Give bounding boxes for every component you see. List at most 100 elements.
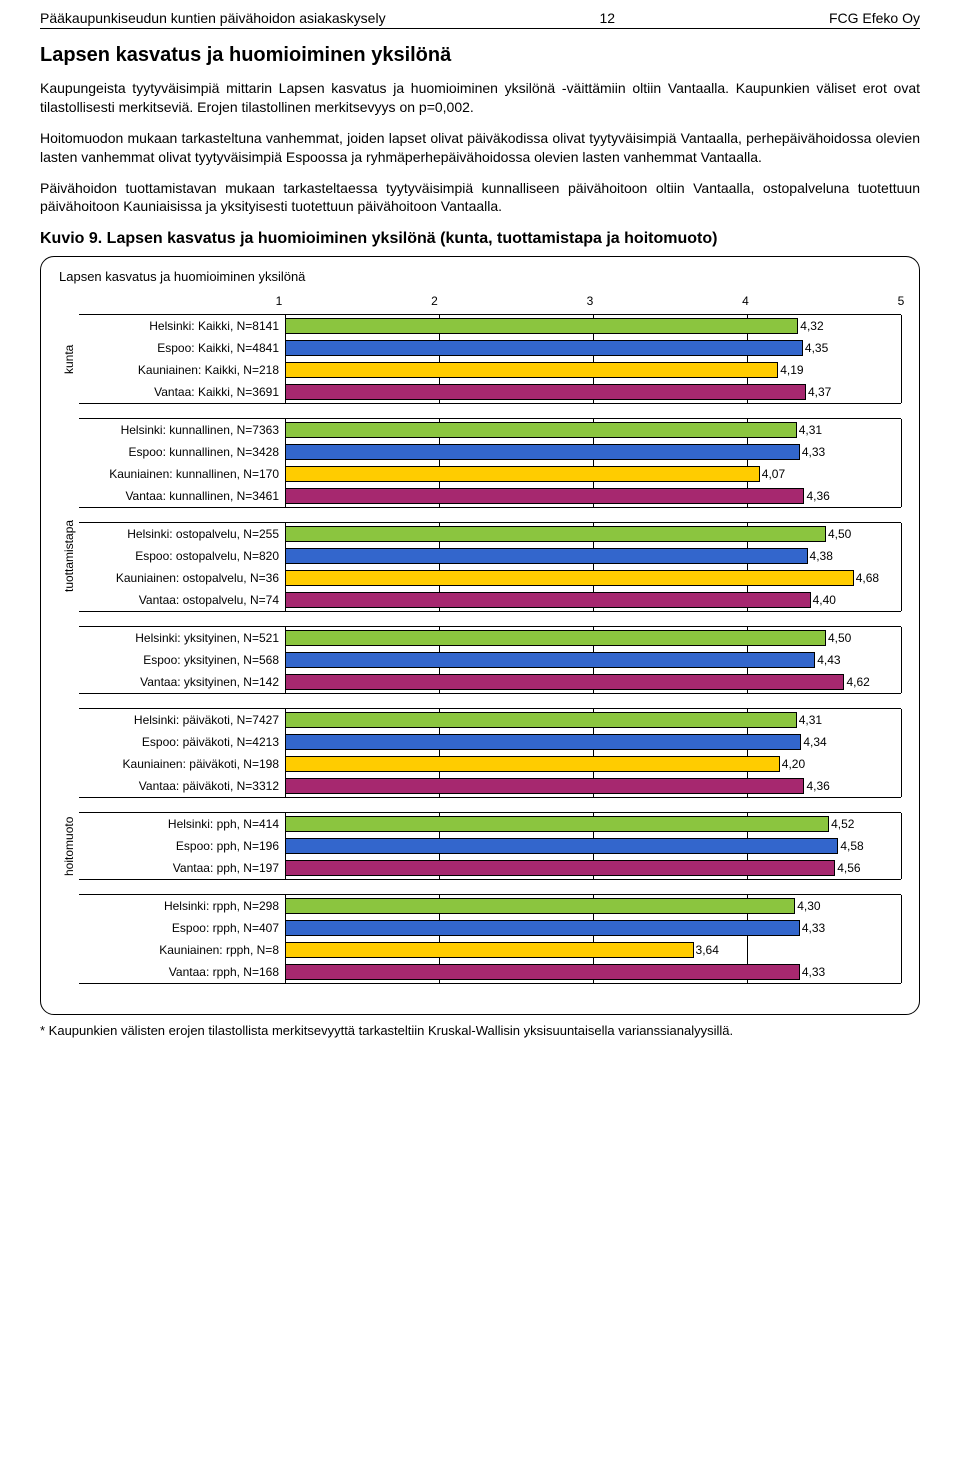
bar (285, 756, 780, 772)
bar-label: Vantaa: ostopalvelu, N=74 (79, 593, 285, 607)
bar-value: 4,33 (798, 445, 825, 459)
header-right: FCG Efeko Oy (829, 10, 920, 26)
bar-value: 4,36 (802, 489, 829, 503)
bar-value: 4,52 (827, 817, 854, 831)
paragraph-1: Kaupungeista tyytyväisimpiä mittarin Lap… (40, 79, 920, 117)
bar-label: Helsinki: yksityinen, N=521 (79, 631, 285, 645)
chart-group: Helsinki: Kaikki, N=81414,32Espoo: Kaikk… (79, 314, 901, 404)
bar-label: Vantaa: kunnallinen, N=3461 (79, 489, 285, 503)
bar (285, 898, 795, 914)
bar-value: 4,30 (793, 899, 820, 913)
bar-label: Helsinki: kunnallinen, N=7363 (79, 423, 285, 437)
chart-row: Espoo: ostopalvelu, N=8204,38 (79, 545, 901, 567)
bar (285, 488, 804, 504)
paragraph-2: Hoitomuodon mukaan tarkasteltuna vanhemm… (40, 129, 920, 167)
bar-label: Vantaa: päiväkoti, N=3312 (79, 779, 285, 793)
chart-row: Helsinki: päiväkoti, N=74274,31 (79, 709, 901, 731)
section-title: Lapsen kasvatus ja huomioiminen yksilönä (40, 44, 920, 67)
chart-row: Espoo: rpph, N=407 4,33 (79, 917, 901, 939)
chart-row: Espoo: Kaikki, N=48414,35 (79, 337, 901, 359)
chart-row: Kauniainen: päiväkoti, N=1984,20 (79, 753, 901, 775)
chart-row: Kauniainen: rpph, N=83,64 (79, 939, 901, 961)
bar-label: Kauniainen: kunnallinen, N=170 (79, 467, 285, 481)
y-axis-section-label: kunta (59, 314, 79, 404)
figure-title: Kuvio 9. Lapsen kasvatus ja huomioiminen… (40, 230, 920, 248)
bar-value: 4,19 (776, 363, 803, 377)
bar (285, 548, 808, 564)
bar (285, 384, 806, 400)
chart-row: Vantaa: pph, N=197 4,56 (79, 857, 901, 879)
bar (285, 340, 803, 356)
bar-label: Helsinki: pph, N=414 (79, 817, 285, 831)
chart-row: Vantaa: rpph, N=1684,33 (79, 961, 901, 983)
chart-row: Helsinki: kunnallinen, N=73634,31 (79, 419, 901, 441)
bar-value: 4,38 (806, 549, 833, 563)
chart-row: Espoo: kunnallinen, N=34284,33 (79, 441, 901, 463)
chart-row: Kauniainen: ostopalvelu, N=36 4,68 (79, 567, 901, 589)
bar (285, 362, 778, 378)
x-tick: 2 (431, 294, 438, 308)
bar (285, 816, 829, 832)
bar (285, 570, 854, 586)
x-tick: 5 (898, 294, 905, 308)
bar-value: 4,31 (795, 713, 822, 727)
bar-value: 4,33 (798, 921, 825, 935)
chart-group: Helsinki: kunnallinen, N=73634,31Espoo: … (79, 418, 901, 508)
paragraph-3: Päivähoidon tuottamistavan mukaan tarkas… (40, 179, 920, 217)
bar (285, 652, 815, 668)
bar-label: Helsinki: ostopalvelu, N=255 (79, 527, 285, 541)
bar (285, 838, 838, 854)
chart-group: Helsinki: päiväkoti, N=74274,31Espoo: pä… (79, 708, 901, 798)
header-left: Pääkaupunkiseudun kuntien päivähoidon as… (40, 10, 386, 26)
chart-title: Lapsen kasvatus ja huomioiminen yksilönä (59, 269, 901, 284)
bar-value: 4,58 (836, 839, 863, 853)
bar-label: Vantaa: rpph, N=168 (79, 965, 285, 979)
bar-value: 4,36 (802, 779, 829, 793)
bar-value: 4,37 (804, 385, 831, 399)
chart-group: Helsinki: rpph, N=2984,30Espoo: rpph, N=… (79, 894, 901, 984)
bar-value: 4,40 (809, 593, 836, 607)
chart-row: Vantaa: Kaikki, N=3691 4,37 (79, 381, 901, 403)
chart-row: Helsinki: pph, N=414 4,52 (79, 813, 901, 835)
x-tick: 3 (587, 294, 594, 308)
bar-label: Kauniainen: ostopalvelu, N=36 (79, 571, 285, 585)
bar-value: 4,43 (813, 653, 840, 667)
bar (285, 860, 835, 876)
chart-row: Helsinki: yksityinen, N=5214,50 (79, 627, 901, 649)
bar (285, 778, 804, 794)
chart-group: Helsinki: yksityinen, N=5214,50 Espoo: yk… (79, 626, 901, 694)
chart-group: Helsinki: ostopalvelu, N=2554,50Espoo: o… (79, 522, 901, 612)
chart-row: Kauniainen: kunnallinen, N=1704,07 (79, 463, 901, 485)
bar-label: Espoo: Kaikki, N=4841 (79, 341, 285, 355)
bar-value: 4,20 (778, 757, 805, 771)
bar-label: Helsinki: Kaikki, N=8141 (79, 319, 285, 333)
bar-label: Kauniainen: rpph, N=8 (79, 943, 285, 957)
footnote: * Kaupunkien välisten erojen tilastollis… (40, 1023, 920, 1040)
bar (285, 734, 801, 750)
bar-value: 4,56 (833, 861, 860, 875)
bar-label: Vantaa: yksityinen, N=142 (79, 675, 285, 689)
chart-body: 12345kuntatuottamistapahoitomuotoHelsink… (59, 294, 901, 998)
bar (285, 422, 797, 438)
chart-row: Vantaa: päiväkoti, N=3312 4,36 (79, 775, 901, 797)
chart-row: Vantaa: ostopalvelu, N=74 4,40 (79, 589, 901, 611)
bar-label: Espoo: yksityinen, N=568 (79, 653, 285, 667)
bar-value: 4,68 (852, 571, 879, 585)
bar-label: Kauniainen: Kaikki, N=218 (79, 363, 285, 377)
page-header: Pääkaupunkiseudun kuntien päivähoidon as… (40, 10, 920, 29)
bar-label: Vantaa: Kaikki, N=3691 (79, 385, 285, 399)
chart-container: Lapsen kasvatus ja huomioiminen yksilönä… (40, 256, 920, 1015)
bar (285, 466, 760, 482)
chart-row: Helsinki: Kaikki, N=81414,32 (79, 315, 901, 337)
bar-value: 4,62 (842, 675, 869, 689)
bar (285, 674, 844, 690)
x-tick: 1 (276, 294, 283, 308)
bar (285, 592, 811, 608)
y-axis-section-label: hoitomuoto (59, 708, 79, 984)
chart-row: Espoo: päiväkoti, N=42134,34 (79, 731, 901, 753)
y-axis-section-label: tuottamistapa (59, 418, 79, 694)
x-tick: 4 (742, 294, 749, 308)
bar (285, 964, 800, 980)
bar-label: Vantaa: pph, N=197 (79, 861, 285, 875)
bar-label: Espoo: rpph, N=407 (79, 921, 285, 935)
